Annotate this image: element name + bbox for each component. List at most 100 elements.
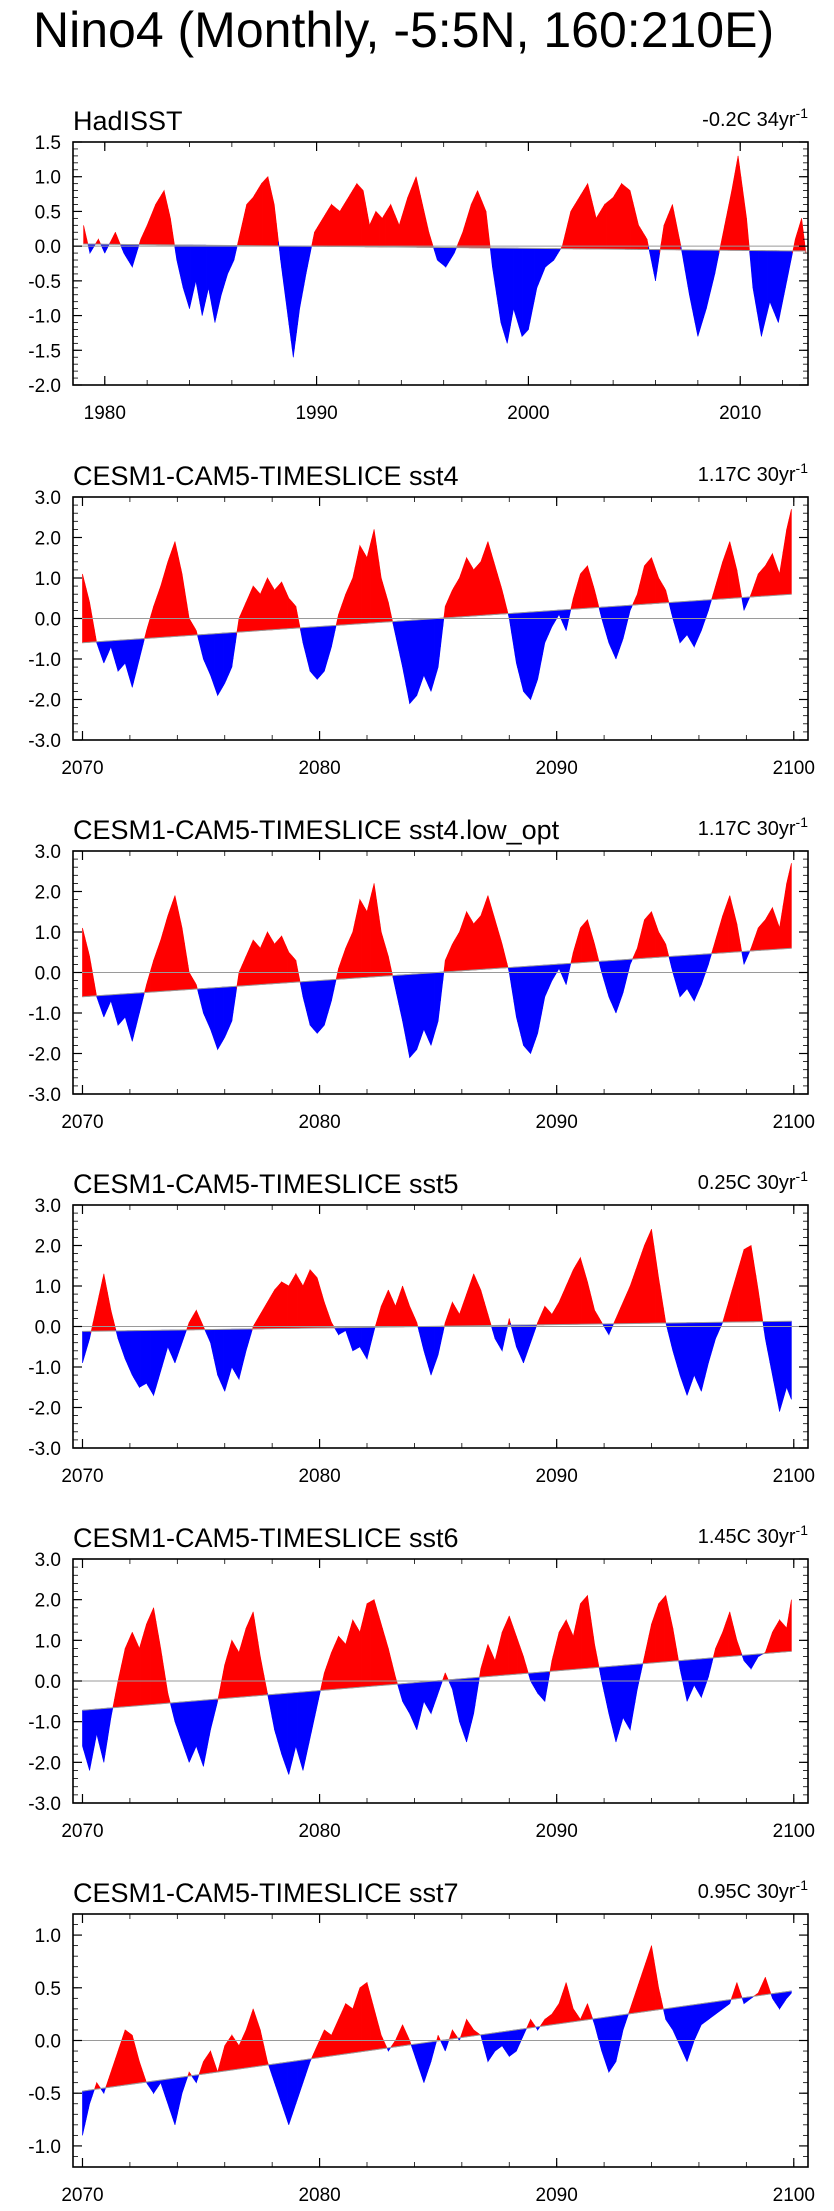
x-tick-label: 2080 — [298, 1821, 340, 1842]
positive-anomaly — [168, 1697, 171, 1704]
y-tick-label: -1.0 — [28, 307, 61, 328]
y-tick-label: -2.0 — [28, 691, 61, 712]
negative-anomaly — [309, 245, 312, 254]
y-tick-label: 2.0 — [35, 883, 61, 904]
x-tick-label: 2080 — [298, 1466, 340, 1487]
y-tick-label: 2.0 — [35, 1591, 61, 1612]
positive-anomaly — [740, 590, 742, 599]
y-tick-label: -3.0 — [28, 731, 61, 752]
positive-anomaly — [488, 239, 491, 249]
y-tick-label: -1.0 — [28, 650, 61, 671]
x-tick-label: 2090 — [536, 1112, 578, 1133]
x-tick-label: 2070 — [61, 1112, 103, 1133]
trend-label: 0.95C 30yr-1 — [698, 1877, 809, 1903]
x-tick-label: 2070 — [61, 758, 103, 779]
y-tick-label: 1.0 — [35, 1631, 61, 1652]
negative-anomaly — [334, 625, 337, 631]
positive-anomaly — [804, 247, 807, 254]
y-tick-label: 0.5 — [35, 202, 61, 223]
y-tick-label: -1.0 — [28, 1004, 61, 1025]
x-tick-label: 2080 — [298, 758, 340, 779]
y-tick-label: 0.0 — [35, 1318, 61, 1339]
figure-title: Nino4 (Monthly, -5:5N, 160:210E) — [33, 2, 774, 58]
y-tick-label: 3.0 — [35, 1550, 61, 1571]
y-tick-label: 0.0 — [35, 610, 61, 631]
panel-3: CESM1-CAM5-TIMESLICE sst4.low_opt 1.17C 3… — [28, 814, 815, 1133]
panel-1: HadISST -0.2C 34yr-1 -2.0 -1.5 -1.0 -0.5 0.0 0.… — [28, 105, 809, 424]
x-tick-label: 2090 — [536, 1821, 578, 1842]
y-tick-label: 1.0 — [35, 168, 61, 189]
positive-anomaly — [506, 608, 509, 615]
x-tick-label: 2100 — [773, 1112, 815, 1133]
panel-title: HadISST — [73, 106, 183, 136]
y-tick-label: -3.0 — [28, 1794, 61, 1815]
x-tick-label: 1980 — [84, 403, 126, 424]
panel-6: CESM1-CAM5-TIMESLICE sst7 0.95C 30yr-1 -1.… — [28, 1877, 815, 2206]
negative-anomaly — [334, 979, 337, 985]
y-tick-label: -2.0 — [28, 1045, 61, 1066]
positive-anomaly — [661, 2003, 664, 2010]
x-tick-label: 2080 — [298, 2185, 340, 2206]
y-tick-label: 1.0 — [35, 1926, 61, 1947]
positive-anomaly — [790, 863, 792, 949]
y-tick-label: -2.0 — [28, 376, 61, 397]
panel-title: CESM1-CAM5-TIMESLICE sst5 — [73, 1169, 459, 1199]
trend-line — [82, 1320, 792, 1332]
y-tick-label: -1.5 — [28, 341, 61, 362]
trend-label: 1.45C 30yr-1 — [698, 1522, 809, 1548]
positive-anomaly — [526, 1668, 529, 1674]
y-tick-label: -2.0 — [28, 1399, 61, 1420]
y-tick-label: -0.5 — [28, 272, 61, 293]
y-tick-label: -1.0 — [28, 2137, 61, 2158]
x-tick-label: 2070 — [61, 1821, 103, 1842]
trend-line — [82, 1650, 792, 1711]
x-tick-label: 1990 — [295, 403, 337, 424]
anomaly-area — [83, 155, 807, 358]
trend-label: 1.17C 30yr-1 — [698, 814, 809, 840]
y-tick-label: 1.5 — [35, 133, 61, 154]
y-tick-label: -0.5 — [28, 2084, 61, 2105]
trend-label: 0.25C 30yr-1 — [698, 1168, 809, 1194]
y-tick-label: -2.0 — [28, 1753, 61, 1774]
anomaly-area — [82, 863, 792, 1059]
trend-label: -0.2C 34yr-1 — [702, 105, 808, 131]
panel-2: CESM1-CAM5-TIMESLICE sst4 1.17C 30yr-1 -3.… — [28, 460, 815, 779]
y-tick-label: 1.0 — [35, 569, 61, 590]
panel-title: CESM1-CAM5-TIMESLICE sst7 — [73, 1878, 459, 1908]
x-tick-label: 2080 — [298, 1112, 340, 1133]
negative-anomaly — [711, 1657, 714, 1663]
y-tick-label: -1.0 — [28, 1358, 61, 1379]
positive-anomaly — [790, 509, 792, 595]
positive-anomaly — [790, 1599, 792, 1652]
y-tick-label: 1.0 — [35, 1277, 61, 1298]
x-tick-label: 2100 — [773, 2185, 815, 2206]
positive-anomaly — [664, 1314, 667, 1324]
x-tick-label: 2070 — [61, 1466, 103, 1487]
y-tick-label: -1.0 — [28, 1713, 61, 1734]
trend-label: 1.17C 30yr-1 — [698, 460, 809, 486]
anomaly-area — [82, 509, 792, 705]
x-tick-label: 2100 — [773, 1821, 815, 1842]
x-tick-label: 2100 — [773, 1466, 815, 1487]
trend-line — [83, 243, 806, 252]
y-tick-label: 3.0 — [35, 488, 61, 509]
y-tick-label: 2.0 — [35, 1237, 61, 1258]
positive-anomaly — [506, 962, 509, 969]
trend-line — [82, 593, 792, 644]
y-tick-label: 2.0 — [35, 529, 61, 550]
y-tick-label: -3.0 — [28, 1439, 61, 1460]
x-tick-label: 2090 — [536, 1466, 578, 1487]
x-tick-label: 2100 — [773, 758, 815, 779]
anomaly-area — [82, 1229, 792, 1412]
panels-container: HadISST -0.2C 34yr-1 -2.0 -1.5 -1.0 -0.5 0.0 0.… — [28, 105, 815, 2206]
panel-title: CESM1-CAM5-TIMESLICE sst6 — [73, 1523, 459, 1553]
panel-4: CESM1-CAM5-TIMESLICE sst5 0.25C 30yr-1 -3.… — [28, 1168, 815, 1487]
trend-line — [82, 947, 792, 998]
positive-anomaly — [86, 239, 89, 245]
x-tick-label: 2010 — [719, 403, 761, 424]
y-tick-label: 0.0 — [35, 1672, 61, 1693]
x-tick-label: 2090 — [536, 758, 578, 779]
y-tick-label: 3.0 — [35, 842, 61, 863]
anomaly-area — [82, 1594, 792, 1775]
y-tick-label: 0.0 — [35, 964, 61, 985]
